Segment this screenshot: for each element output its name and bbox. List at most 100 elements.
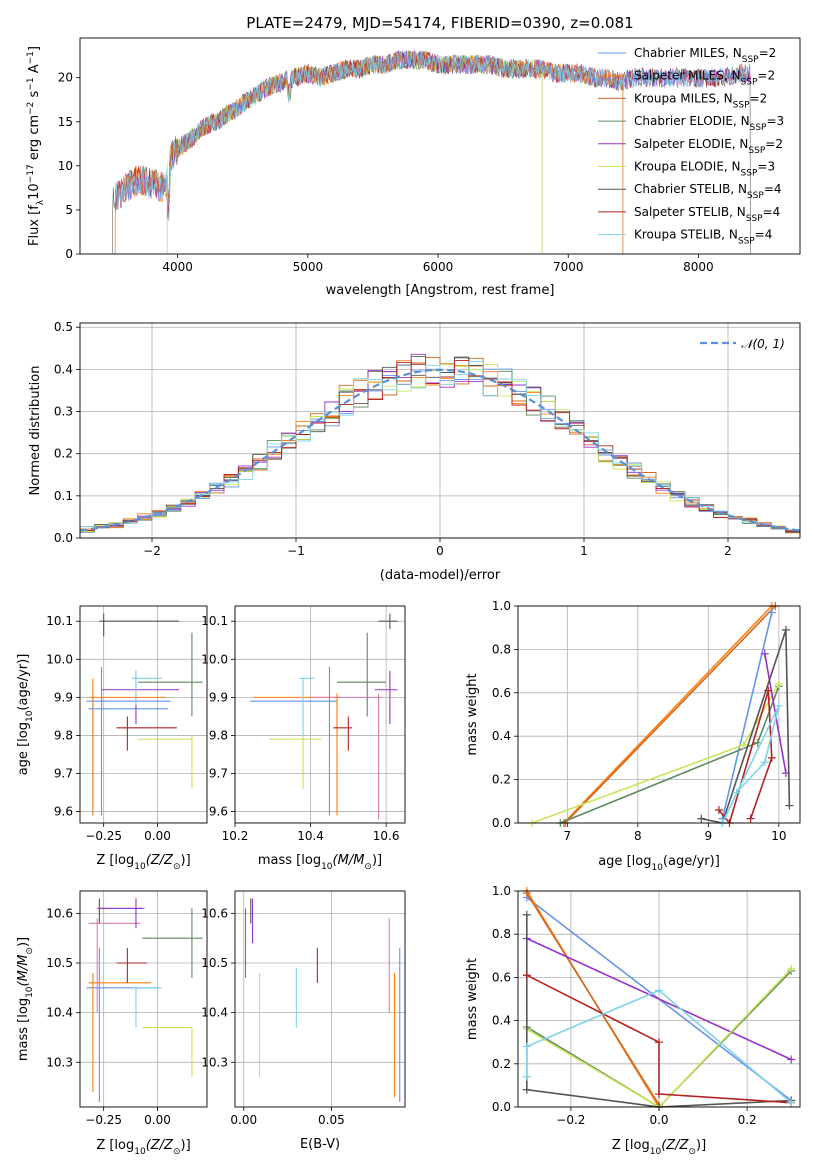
x-tick-label: 4000	[162, 260, 193, 274]
age-vs-mass-xlabel-part: 10	[321, 862, 333, 872]
y-tick-label: 9.9	[209, 690, 228, 704]
weight-marker	[732, 788, 741, 797]
y-tick-label: 9.6	[209, 805, 228, 819]
spectrum-ylabel-part: s	[27, 90, 42, 101]
x-tick-label: 8000	[683, 260, 714, 274]
age_vs_mass-frame	[234, 605, 406, 824]
weight-series-line	[563, 605, 773, 824]
errorbar-point	[88, 972, 152, 1093]
mass-vs-z-ylabel-part: 10	[25, 986, 35, 998]
weight-series-line	[701, 629, 791, 824]
weight-marker	[522, 1072, 531, 1081]
errorbar-point	[138, 632, 203, 717]
legend-label-part: SSP	[746, 214, 763, 224]
weight-marker	[655, 1038, 663, 1047]
mass_vs_ebv-points	[244, 898, 401, 1103]
legend-label-part: SSP	[733, 100, 750, 110]
legend-label-part: SSP	[742, 55, 759, 65]
weight-marker	[522, 1085, 531, 1094]
legend-label-part: SSP	[750, 123, 767, 133]
weight-marker	[522, 889, 531, 898]
errorbar-point	[131, 987, 162, 1028]
weight-marker	[714, 805, 723, 814]
y-tick-label: 10.3	[201, 1055, 228, 1069]
x-tick-label: −2	[143, 544, 161, 558]
legend-label-part: =2	[759, 46, 777, 60]
mass-vs-z-xlabel: Z [log10(Z/Z⊙)]	[96, 1138, 190, 1157]
legend-label-part: Salpeter ELODIE, N	[634, 137, 748, 151]
x-tick-label: 10.6	[373, 829, 400, 843]
spectrum-ylabel-part: A	[27, 64, 42, 77]
spectrum-ylabel-part: λ	[36, 199, 46, 205]
weight-vs-z-xlabel-part: 10	[650, 1147, 662, 1157]
y-tick-label: 10.0	[201, 652, 228, 666]
spectrum-ylabel-part: Flux [f	[27, 205, 42, 246]
y-tick-label: 5	[65, 203, 73, 217]
y-tick-label: 9.7	[209, 767, 228, 781]
errorbar-point	[374, 670, 398, 725]
y-tick-label: 10.1	[201, 614, 228, 628]
errorbar-point	[88, 918, 141, 1013]
x-tick-label: 10.4	[297, 829, 324, 843]
mass-vs-z-xlabel-part: (Z/Z	[146, 1138, 174, 1153]
legend-label: Salpeter MILES, NSSP=2	[634, 69, 775, 88]
weight-series-line	[721, 705, 780, 824]
age-vs-mass-xlabel-part: mass [log	[258, 853, 321, 868]
legend-label-part: Chabrier STELIB, N	[634, 182, 747, 196]
y-tick-label: 10.5	[201, 956, 228, 970]
y-tick-label: 0.3	[54, 405, 73, 419]
y-tick-label: 10.4	[201, 1006, 228, 1020]
y-tick-label: 1.0	[492, 884, 511, 898]
x-tick-label: 0.00	[230, 1113, 257, 1127]
y-tick-label: 0.1	[54, 489, 73, 503]
y-tick-label: 0.5	[54, 320, 73, 334]
y-tick-label: 1.0	[492, 599, 511, 613]
legend-label: Salpeter ELODIE, NSSP=2	[634, 137, 783, 156]
y-tick-label: 10.6	[201, 906, 228, 920]
weight-marker	[781, 625, 790, 634]
weight-series-line	[564, 605, 776, 824]
errorbar-point	[142, 1027, 193, 1078]
weight-marker	[787, 964, 796, 973]
x-tick-label: 7000	[553, 260, 584, 274]
residuals-ylabel: Normed distribution	[28, 366, 43, 496]
mass_vs_ebv-frame	[234, 890, 406, 1108]
legend-label-part: =2	[750, 91, 768, 105]
y-tick-label: 0.2	[492, 773, 511, 787]
legend-label-part: Salpeter STELIB, N	[634, 205, 746, 219]
y-tick-label: 9.8	[209, 728, 228, 742]
y-tick-label: 10.4	[46, 1006, 73, 1020]
x-tick-label: 9	[705, 829, 713, 843]
legend-label-part: SSP	[741, 169, 758, 179]
y-tick-label: 10	[58, 159, 73, 173]
age-vs-z-xlabel-part: ⊙	[173, 862, 181, 872]
x-tick-label: −0.25	[85, 1113, 122, 1127]
errorbar-point	[269, 735, 322, 789]
age_vs_z-frame	[79, 605, 208, 824]
mass-vs-z-ylabel-part: mass [log	[16, 998, 31, 1061]
errorbar-point	[116, 948, 147, 983]
weight-marker	[774, 680, 783, 689]
y-tick-label: 0.6	[492, 970, 511, 984]
x-tick-label: −1	[287, 544, 305, 558]
histogram-series	[80, 353, 800, 535]
x-tick-label: 0.0	[649, 1113, 668, 1127]
spectrum-ylabel-part: −17	[26, 164, 36, 183]
y-tick-label: 9.7	[54, 767, 73, 781]
weight-marker	[760, 649, 769, 658]
legend-label-part: Chabrier ELODIE, N	[634, 114, 750, 128]
y-tick-label: 9.9	[54, 690, 73, 704]
age-vs-z-xlabel-part: 10	[134, 862, 146, 872]
x-tick-label: 0.05	[318, 1113, 345, 1127]
y-tick-label: 0.4	[492, 729, 511, 743]
weight_vs_age-series	[528, 602, 794, 827]
age-vs-z-xlabel: Z [log10(Z/Z⊙)]	[96, 853, 190, 872]
legend-label-part: Kroupa MILES, N	[634, 91, 733, 105]
weight_vs_age-axes: 7 8 9 10 0.0 0.2 0.4 0.6 0.8 1.0	[492, 599, 800, 843]
y-tick-label: 9.6	[54, 805, 73, 819]
legend-label-part: SSP	[748, 146, 765, 156]
mass-vs-z-xlabel-part: ⊙	[173, 1147, 181, 1157]
y-tick-label: 0.2	[54, 447, 73, 461]
y-tick-label: 0.4	[492, 1014, 511, 1028]
